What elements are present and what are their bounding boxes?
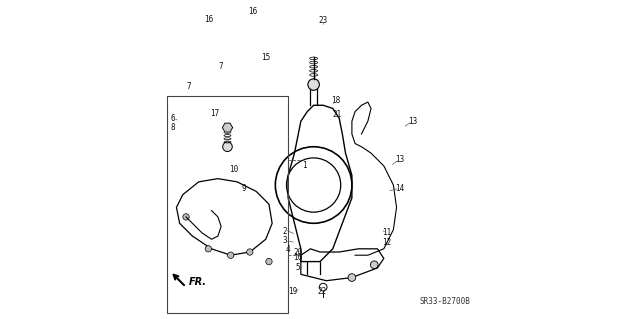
- Text: 13: 13: [395, 155, 404, 164]
- Text: 14: 14: [395, 184, 404, 193]
- Circle shape: [308, 79, 319, 90]
- Circle shape: [348, 274, 356, 281]
- Text: SR33-B2700B: SR33-B2700B: [419, 297, 470, 306]
- Text: 19: 19: [288, 287, 298, 296]
- Text: 10: 10: [293, 253, 302, 262]
- Text: 18: 18: [332, 96, 340, 105]
- Circle shape: [371, 261, 378, 269]
- Text: 17: 17: [210, 109, 220, 118]
- Circle shape: [183, 214, 189, 220]
- Circle shape: [246, 249, 253, 255]
- Circle shape: [266, 258, 272, 265]
- Circle shape: [205, 246, 212, 252]
- Text: 11: 11: [382, 228, 392, 237]
- Text: 7: 7: [219, 63, 223, 71]
- Polygon shape: [222, 123, 232, 132]
- Text: 13: 13: [408, 117, 417, 126]
- Text: 9: 9: [241, 184, 246, 193]
- Text: 20: 20: [293, 249, 302, 257]
- Text: FR.: FR.: [189, 277, 207, 287]
- Text: 22: 22: [317, 287, 326, 296]
- Circle shape: [227, 252, 234, 258]
- Text: 10: 10: [229, 165, 239, 174]
- Text: 2: 2: [283, 227, 287, 236]
- Text: 16: 16: [248, 7, 258, 16]
- Text: 3: 3: [283, 236, 287, 245]
- Text: 1: 1: [301, 161, 307, 170]
- Text: 6: 6: [171, 114, 175, 122]
- Text: 12: 12: [382, 238, 392, 247]
- Circle shape: [223, 142, 232, 152]
- Text: 8: 8: [171, 123, 175, 132]
- Text: 21: 21: [333, 110, 342, 119]
- Text: 16: 16: [204, 15, 213, 24]
- Text: 15: 15: [261, 53, 270, 62]
- Text: 7: 7: [187, 82, 191, 91]
- Text: 23: 23: [319, 16, 328, 25]
- Text: 5: 5: [295, 263, 300, 272]
- Text: 4: 4: [286, 245, 291, 254]
